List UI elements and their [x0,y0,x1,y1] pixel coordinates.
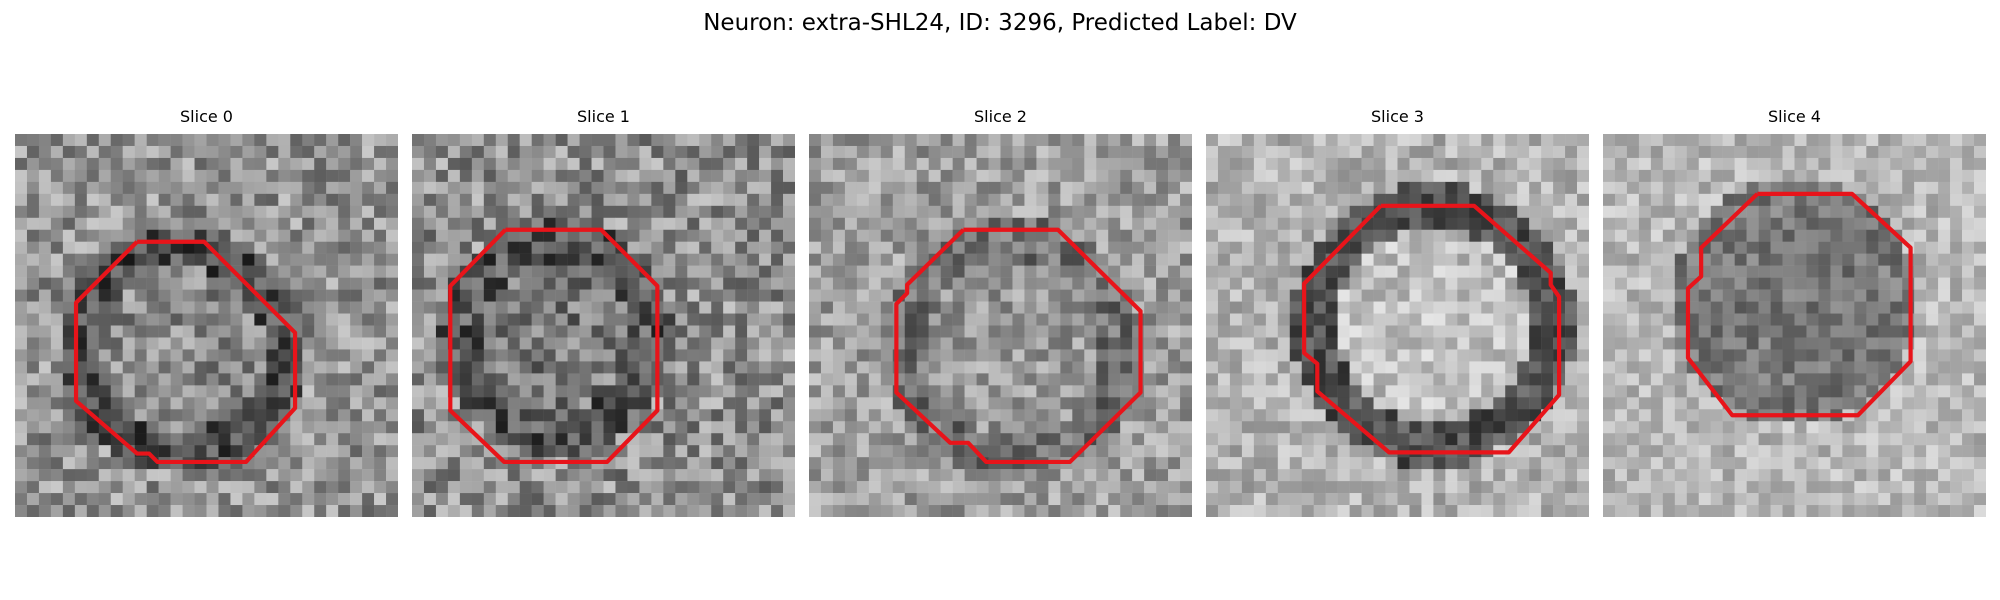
figure-title: Neuron: extra-SHL24, ID: 3296, Predicted… [703,10,1297,36]
slice-title-0: Slice 0 [180,107,233,126]
slice-panel-0: Slice 0 [15,106,398,517]
slice-panel-4: Slice 4 [1603,106,1986,517]
slice-title-3: Slice 3 [1371,107,1424,126]
slice-panel-1: Slice 1 [412,106,795,517]
slice-image-2 [809,134,1192,517]
slice-image-3 [1206,134,1589,517]
slice-panel-3: Slice 3 [1206,106,1589,517]
neuron-contour-0 [73,239,298,465]
slice-title-4: Slice 4 [1768,107,1821,126]
slice-panel-2: Slice 2 [809,106,1192,517]
slice-image-0 [15,134,398,517]
neuron-contour-2 [894,227,1143,465]
slice-title-1: Slice 1 [577,107,630,126]
neuron-contour-1 [448,227,660,465]
neuron-contour-3 [1302,203,1562,455]
slice-image-1 [412,134,795,517]
slice-title-2: Slice 2 [974,107,1027,126]
neuron-contour-4 [1685,191,1913,418]
slice-image-4 [1603,134,1986,517]
